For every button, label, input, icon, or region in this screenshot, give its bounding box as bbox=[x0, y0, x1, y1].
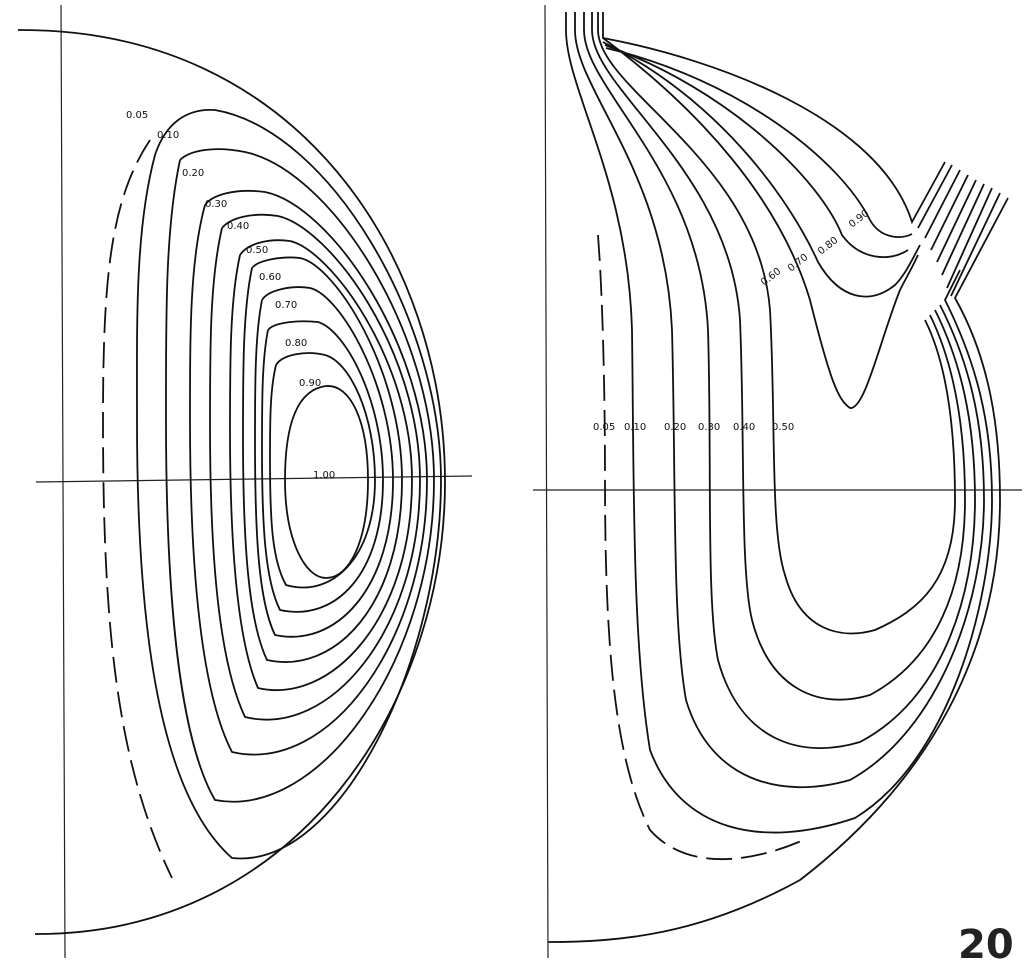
right-contour-070 bbox=[602, 41, 921, 298]
right-label-010: 0.10 bbox=[624, 422, 646, 433]
right-contour-020 bbox=[574, 29, 985, 789]
left-contour-050 bbox=[229, 239, 413, 691]
right-contour-010 bbox=[565, 29, 993, 834]
left-label-030: 0.30 bbox=[205, 199, 227, 210]
left-label-060: 0.60 bbox=[259, 272, 281, 283]
right-vertical-axis bbox=[544, 4, 549, 959]
right-contour-050 bbox=[597, 29, 956, 635]
left-contour-lines bbox=[102, 109, 442, 879]
left-horizontal-axis bbox=[35, 475, 473, 483]
outlet-line bbox=[941, 183, 985, 276]
left-contour-030 bbox=[189, 189, 428, 756]
right-label-005: 0.05 bbox=[593, 422, 615, 433]
right-contour-plot: 0.05 0.10 0.20 0.30 0.40 0.50 0.60 0.70 … bbox=[533, 4, 1022, 959]
right-label-090: 0.90 bbox=[847, 208, 871, 230]
outlet-line bbox=[936, 179, 977, 263]
left-label-070: 0.70 bbox=[275, 300, 297, 311]
right-outlet-lines bbox=[917, 164, 1001, 297]
outlet-line bbox=[924, 169, 961, 239]
right-label-050: 0.50 bbox=[772, 422, 794, 433]
left-contour-060 bbox=[242, 256, 403, 663]
left-contour-070 bbox=[254, 286, 394, 638]
outlet-line bbox=[930, 174, 969, 251]
page-number: 20 bbox=[958, 922, 1014, 962]
left-label-090: 0.90 bbox=[299, 378, 321, 389]
right-label-040: 0.40 bbox=[733, 422, 755, 433]
right-contour-080 bbox=[604, 44, 909, 259]
right-inlet-lines bbox=[565, 12, 599, 30]
right-label-020: 0.20 bbox=[664, 422, 686, 433]
left-contour-040 bbox=[209, 213, 421, 721]
left-outer-boundary bbox=[17, 29, 446, 935]
outlet-line bbox=[917, 164, 953, 229]
left-contour-010 bbox=[136, 109, 442, 860]
right-contour-005 bbox=[597, 234, 809, 861]
right-contour-lines bbox=[565, 29, 993, 861]
left-label-010: 0.10 bbox=[157, 130, 179, 141]
right-contour-090 bbox=[605, 47, 913, 238]
left-label-080: 0.80 bbox=[285, 338, 307, 349]
right-contour-040 bbox=[591, 29, 966, 701]
right-label-080: 0.80 bbox=[816, 235, 840, 257]
right-label-030: 0.30 bbox=[698, 422, 720, 433]
right-label-070: 0.70 bbox=[786, 252, 810, 274]
left-label-020: 0.20 bbox=[182, 168, 204, 179]
left-label-005: 0.05 bbox=[126, 110, 148, 121]
left-contour-plot: 0.05 0.10 0.20 0.30 0.40 0.50 0.60 0.70 … bbox=[17, 4, 473, 959]
outlet-line bbox=[950, 192, 1001, 297]
right-contour-060 bbox=[602, 37, 919, 409]
right-outer-boundary bbox=[602, 12, 946, 225]
outlet-line bbox=[946, 187, 993, 289]
left-contour-005 bbox=[102, 139, 173, 879]
right-outer-boundary-lower bbox=[547, 197, 1009, 943]
left-contour-100 bbox=[284, 385, 369, 579]
left-contour-labels: 0.05 0.10 0.20 0.30 0.40 0.50 0.60 0.70 … bbox=[126, 110, 335, 481]
right-contour-030 bbox=[583, 29, 976, 749]
left-label-050: 0.50 bbox=[246, 245, 268, 256]
left-label-040: 0.40 bbox=[227, 221, 249, 232]
left-label-100: 1.00 bbox=[313, 470, 335, 481]
left-contour-020 bbox=[165, 148, 435, 803]
right-row-labels: 0.05 0.10 0.20 0.30 0.40 0.50 bbox=[593, 422, 794, 433]
left-contour-080 bbox=[261, 320, 384, 613]
